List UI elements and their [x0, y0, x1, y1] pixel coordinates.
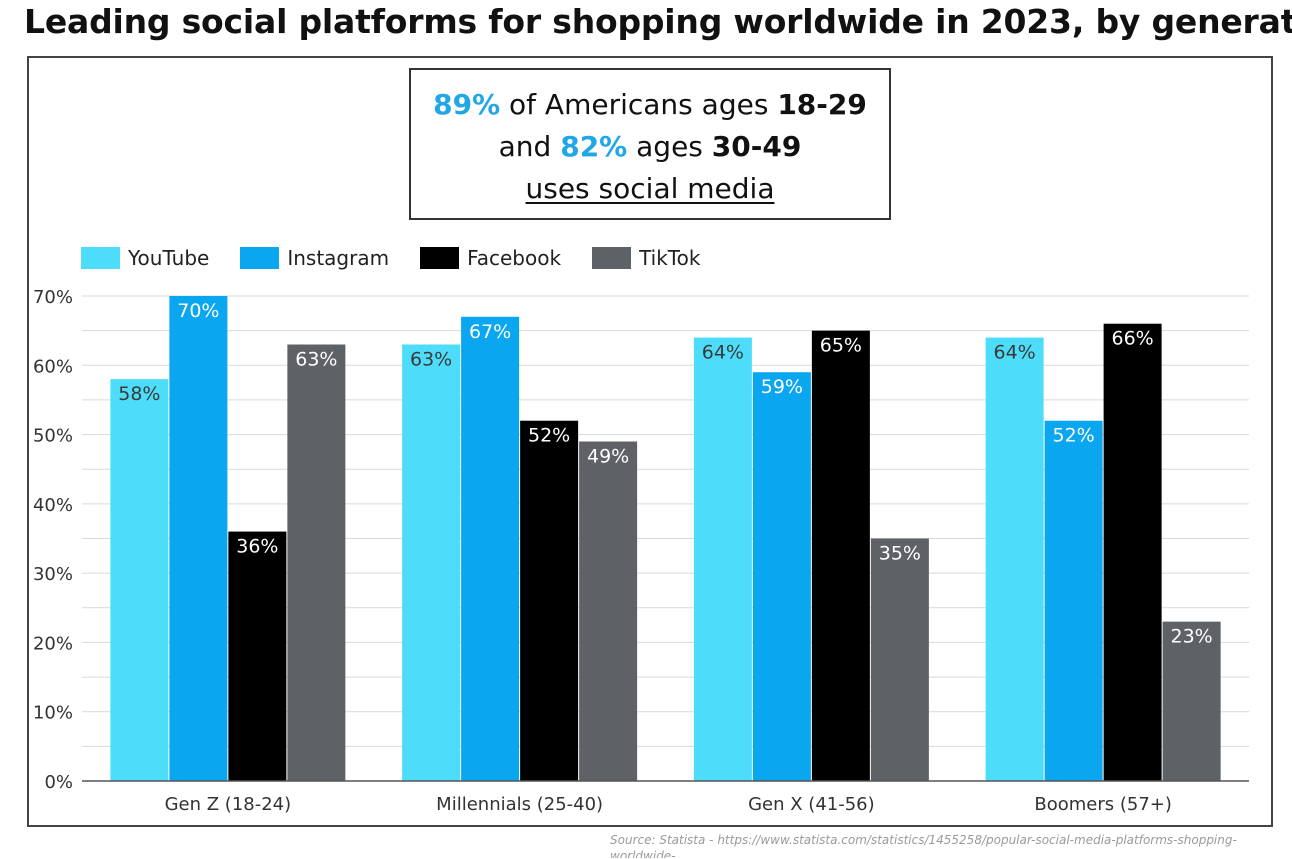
source-note: Source: Statista - https://www.statista.…	[610, 833, 1237, 858]
legend-label-youtube: YouTube	[128, 246, 210, 270]
legend-item-tiktok: TikTok	[592, 246, 700, 270]
callout-text-2b: ages	[627, 130, 712, 163]
legend-label-tiktok: TikTok	[639, 246, 701, 270]
legend-item-facebook: Facebook	[420, 246, 561, 270]
chart-title: Leading social platforms for shopping wo…	[24, 2, 1292, 41]
callout-text-1: of Americans ages	[500, 88, 778, 121]
legend-item-youtube: YouTube	[81, 246, 209, 270]
legend-label-instagram: Instagram	[287, 246, 390, 270]
callout-pct-1: 89%	[433, 88, 501, 121]
stat-callout: 89% of Americans ages 18-29 and 82% ages…	[409, 68, 891, 220]
legend-swatch-instagram	[240, 247, 280, 269]
legend-label-facebook: Facebook	[467, 246, 562, 270]
callout-age-1: 18-29	[777, 88, 867, 121]
legend-swatch-facebook	[420, 247, 460, 269]
chart-frame	[27, 56, 1273, 827]
callout-line-1: 89% of Americans ages 18-29	[411, 84, 889, 126]
callout-text-3: uses social media	[525, 172, 775, 205]
callout-age-2: 30-49	[711, 130, 802, 163]
callout-text-2a: and	[498, 130, 561, 163]
callout-line-2: and 82% ages 30-49	[411, 126, 889, 168]
legend-swatch-youtube	[81, 247, 120, 269]
callout-pct-2: 82%	[560, 130, 628, 163]
legend-item-instagram: Instagram	[240, 246, 389, 270]
legend-swatch-tiktok	[592, 247, 632, 269]
callout-line-3: uses social media	[411, 168, 889, 210]
chart-legend: YouTube Instagram Facebook TikTok	[81, 245, 731, 271]
